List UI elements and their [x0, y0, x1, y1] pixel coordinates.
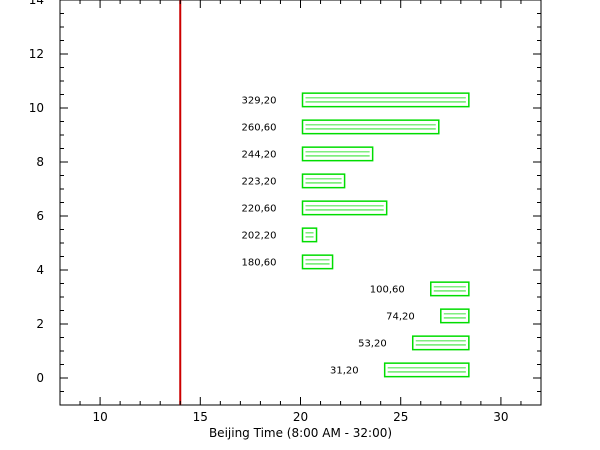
bar [411, 335, 470, 351]
bar-outline [411, 335, 470, 351]
bar [301, 92, 470, 108]
bar-outline [301, 119, 440, 135]
bar-outline [301, 254, 334, 270]
bar [301, 119, 440, 135]
bar-label: 53,20 [358, 338, 387, 349]
bar-label: 100,60 [370, 284, 405, 295]
x-tick-label: 25 [393, 410, 408, 424]
bar [301, 200, 388, 216]
x-axis-title: Beijing Time (8:00 AM - 32:00) [209, 426, 392, 440]
y-tick-label: 12 [29, 47, 44, 61]
bar [301, 146, 374, 162]
bars-group [301, 92, 470, 378]
y-tick-label: 8 [36, 155, 44, 169]
bar [301, 173, 346, 189]
bar-outline [301, 173, 346, 189]
bar-outline [440, 308, 470, 324]
bar-outline [383, 362, 470, 378]
y-tick-label: 0 [36, 371, 44, 385]
x-tick-label: 15 [193, 410, 208, 424]
bar [440, 308, 470, 324]
bar-outline [301, 146, 374, 162]
bar-label: 74,20 [386, 311, 415, 322]
bar-label: 202,20 [242, 230, 277, 241]
bar-label: 220,60 [242, 203, 277, 214]
bar [383, 362, 470, 378]
bar-outline [301, 227, 318, 243]
bar-label: 260,60 [242, 122, 277, 133]
x-tick-label: 10 [92, 410, 107, 424]
bar-labels-group: 329,20 260,60 244,20 223,20 220,60 202,20 180,… [242, 95, 415, 376]
bar-label: 180,60 [242, 257, 277, 268]
x-tick-label: 20 [293, 410, 308, 424]
bar-label: 244,20 [242, 149, 277, 160]
bar-outline [430, 281, 470, 297]
bar-label: 31,20 [330, 365, 359, 376]
y-axis: 0 2 4 6 8 10 12 14 [29, 0, 541, 406]
bar [301, 227, 318, 243]
bar [301, 254, 334, 270]
y-tick-label: 4 [36, 263, 44, 277]
bar [430, 281, 470, 297]
y-tick-label: 10 [29, 101, 44, 115]
x-axis: 10 15 20 25 30 [59, 0, 542, 424]
bar-outline [301, 92, 470, 108]
x-tick-label: 30 [493, 410, 508, 424]
y-tick-label: 2 [36, 317, 44, 331]
bar-outline [301, 200, 388, 216]
bar-label: 223,20 [242, 176, 277, 187]
y-tick-label: 14 [29, 0, 44, 7]
y-tick-label: 6 [36, 209, 44, 223]
bar-label: 329,20 [242, 95, 277, 106]
